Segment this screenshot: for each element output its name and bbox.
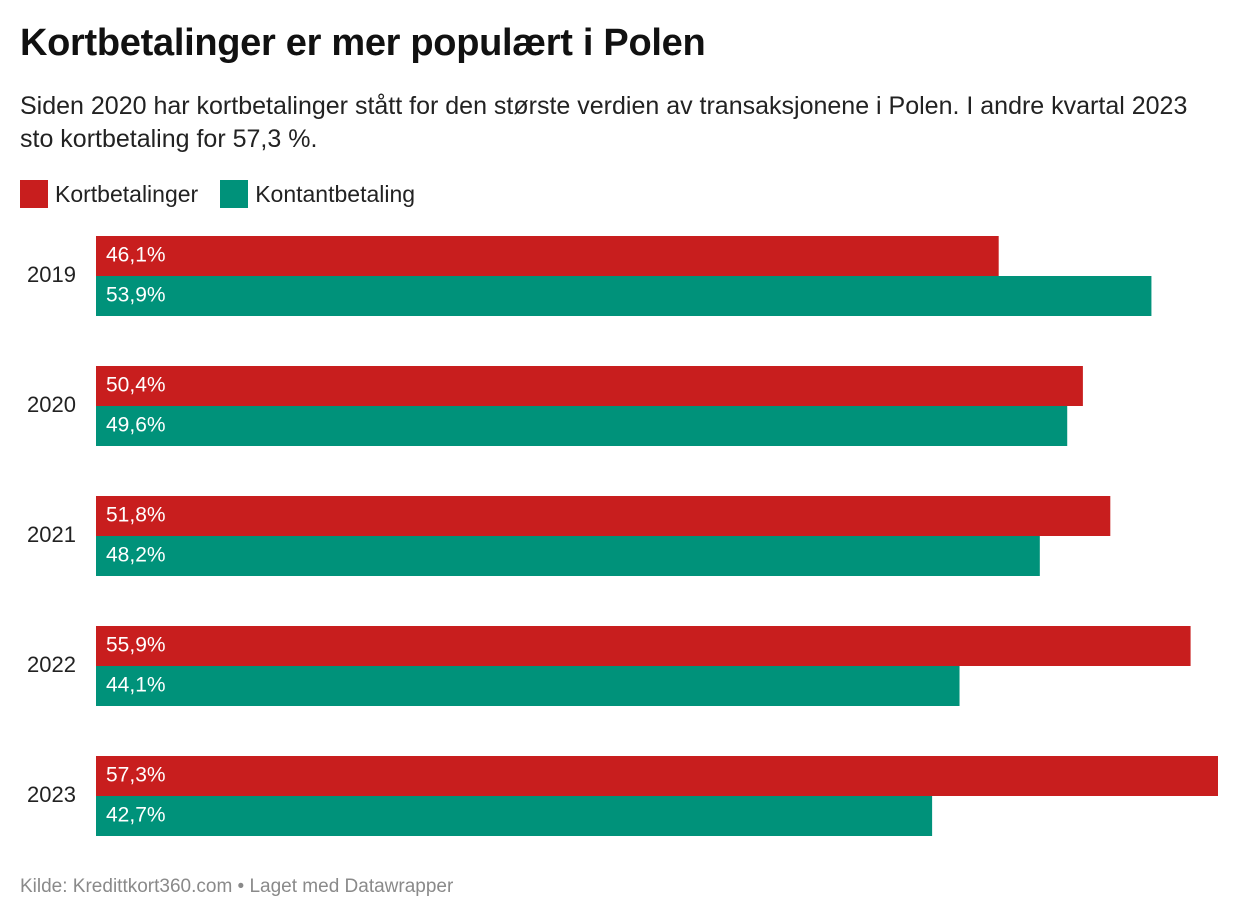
bar-kontantbetaling-2019	[96, 276, 1152, 316]
bar-kontantbetaling-2023	[96, 796, 933, 836]
bar-label-kortbetalinger-2021: 51,8%	[106, 504, 166, 527]
bar-label-kontantbetaling-2019: 53,9%	[106, 284, 166, 307]
bar-kortbetalinger-2020	[96, 366, 1083, 406]
bar-kontantbetaling-2020	[96, 406, 1068, 446]
bar-label-kortbetalinger-2022: 55,9%	[106, 634, 166, 657]
legend-swatch-kortbetalinger	[20, 180, 48, 208]
bar-label-kontantbetaling-2021: 48,2%	[106, 544, 166, 567]
legend-item-kortbetalinger: Kortbetalinger	[20, 180, 198, 208]
category-label-2022: 2022	[27, 652, 76, 677]
bar-kontantbetaling-2021	[96, 536, 1040, 576]
bar-kontantbetaling-2022	[96, 666, 960, 706]
chart-title: Kortbetalinger er mer populært i Polen	[20, 22, 706, 64]
category-label-2020: 2020	[27, 392, 76, 417]
bar-kortbetalinger-2019	[96, 236, 999, 276]
legend-swatch-kontantbetaling	[220, 180, 249, 208]
category-label-2021: 2021	[27, 522, 76, 547]
bar-label-kontantbetaling-2020: 49,6%	[106, 414, 166, 437]
bar-label-kortbetalinger-2023: 57,3%	[106, 764, 166, 787]
bar-kortbetalinger-2023	[96, 756, 1218, 796]
bar-label-kortbetalinger-2019: 46,1%	[106, 244, 166, 267]
category-label-2019: 2019	[27, 262, 76, 287]
category-label-2023: 2023	[27, 782, 76, 807]
bar-label-kortbetalinger-2020: 50,4%	[106, 374, 166, 397]
bar-label-kontantbetaling-2023: 42,7%	[106, 804, 166, 827]
legend-label-kortbetalinger: Kortbetalinger	[55, 180, 199, 207]
chart-subtitle: Siden 2020 har kortbetalinger stått for …	[20, 92, 1188, 153]
legend: Kortbetalinger Kontantbetaling	[20, 180, 437, 208]
bar-kortbetalinger-2021	[96, 496, 1111, 536]
legend-item-kontantbetaling: Kontantbetaling	[220, 180, 415, 208]
bar-label-kontantbetaling-2022: 44,1%	[106, 674, 166, 697]
source-note: Kilde: Kredittkort360.com • Laget med Da…	[20, 876, 454, 897]
legend-label-kontantbetaling: Kontantbetaling	[255, 180, 416, 207]
bar-kortbetalinger-2022	[96, 626, 1191, 666]
